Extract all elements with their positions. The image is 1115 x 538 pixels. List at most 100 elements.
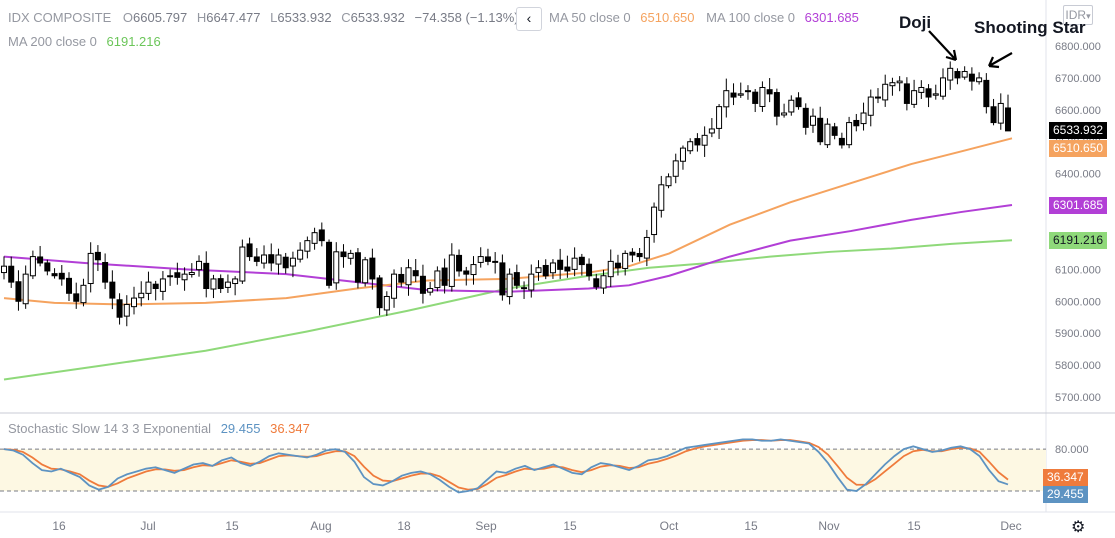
symbol-name: IDX COMPOSITE <box>8 10 112 25</box>
currency-selector[interactable]: IDR▾ <box>1063 5 1093 25</box>
stoch-k-value: 29.455 <box>220 421 261 436</box>
candle <box>102 253 109 290</box>
ma-legend: MA 50 close 0 6510.650 MA 100 close 0 63… <box>549 10 859 25</box>
candle <box>1005 94 1011 132</box>
candle <box>759 81 766 112</box>
candle-body <box>918 86 925 93</box>
time-tick-label: 18 <box>397 519 411 533</box>
candle-body <box>492 260 499 263</box>
candle-body <box>766 89 773 95</box>
candle-body <box>311 232 318 244</box>
candle-body <box>708 128 715 134</box>
stoch-k-price-label: 29.455 <box>1043 486 1088 503</box>
candle <box>586 258 593 281</box>
candle <box>297 242 304 263</box>
price-tick-label: 6700.000 <box>1055 73 1101 85</box>
candle-body <box>896 80 903 84</box>
candle-body <box>347 252 354 259</box>
candle <box>463 266 470 286</box>
candle <box>419 264 426 304</box>
candle <box>593 273 600 290</box>
candle <box>347 249 354 265</box>
candle-body <box>600 275 607 289</box>
candle <box>853 113 860 132</box>
candle <box>311 227 318 250</box>
candle-body <box>629 251 636 256</box>
candle <box>679 145 686 170</box>
candle <box>318 222 325 247</box>
candle <box>196 255 203 277</box>
candle-body <box>838 137 845 146</box>
candle-body <box>232 278 239 285</box>
open-label: O <box>122 10 134 25</box>
candle <box>239 239 246 284</box>
candle-body <box>73 293 80 302</box>
candle <box>391 269 398 308</box>
candle-body <box>911 90 918 105</box>
candle <box>672 153 679 184</box>
candle <box>94 245 101 272</box>
candle <box>809 108 816 133</box>
chevron-left-icon: ‹ <box>526 10 532 26</box>
candle <box>939 68 946 100</box>
candle-body <box>188 272 195 276</box>
candle <box>376 275 383 316</box>
open-value: 6605.797 <box>133 10 188 25</box>
candle-body <box>470 264 477 276</box>
ma100-line <box>3 204 1013 293</box>
candle <box>737 82 744 98</box>
candle <box>521 281 528 299</box>
candle-body <box>275 254 282 265</box>
candle-body <box>94 251 101 261</box>
candle <box>412 259 419 282</box>
candle <box>549 259 556 279</box>
candle <box>138 281 145 307</box>
time-tick-label: Nov <box>818 519 839 533</box>
collapse-legend-button[interactable]: ‹ <box>516 7 542 31</box>
candle-body <box>427 288 434 293</box>
candle <box>788 95 795 116</box>
candle <box>109 270 116 310</box>
ma100-price-label: 6301.685 <box>1049 197 1108 214</box>
candle <box>607 249 614 288</box>
candle <box>997 93 1004 130</box>
candle-body <box>109 281 116 299</box>
candle-body <box>376 277 383 309</box>
ma200-price-label: 6191.216 <box>1049 232 1108 249</box>
change-value: −74.358 (−1.13%) <box>414 10 519 25</box>
candle-body <box>441 267 448 286</box>
candle <box>51 268 58 279</box>
candle <box>636 247 643 262</box>
close-label: C <box>341 10 351 25</box>
candle-body <box>578 256 585 266</box>
candle-body <box>658 184 665 211</box>
candle <box>268 243 275 272</box>
candle-body <box>203 262 210 290</box>
candle-body <box>116 299 123 318</box>
candle-body <box>723 90 730 108</box>
candle <box>528 264 535 298</box>
candle <box>846 116 853 149</box>
time-tick-label: 15 <box>563 519 577 533</box>
last-price-label: 6533.932 <box>1049 122 1108 139</box>
candle-body <box>730 92 737 98</box>
candle <box>665 173 672 189</box>
candle-body <box>239 246 246 282</box>
candle-body <box>333 251 340 284</box>
low-value: 6533.932 <box>277 10 332 25</box>
ma200-line <box>3 239 1013 381</box>
candle <box>889 77 896 96</box>
candle-body <box>781 112 788 116</box>
candle-body <box>521 287 528 290</box>
candle <box>658 175 665 218</box>
gear-icon[interactable]: ⚙ <box>1071 519 1086 536</box>
price-tick-label: 6400.000 <box>1055 169 1101 181</box>
candle <box>289 251 296 278</box>
candle-body <box>564 266 571 272</box>
ma50-label: MA 50 close 0 <box>549 10 631 25</box>
candle <box>8 256 15 288</box>
chart-legend: IDX COMPOSITE O6605.797 H6647.477 L6533.… <box>8 10 519 25</box>
candle-body <box>506 273 513 298</box>
stoch-d-line <box>3 439 1009 491</box>
